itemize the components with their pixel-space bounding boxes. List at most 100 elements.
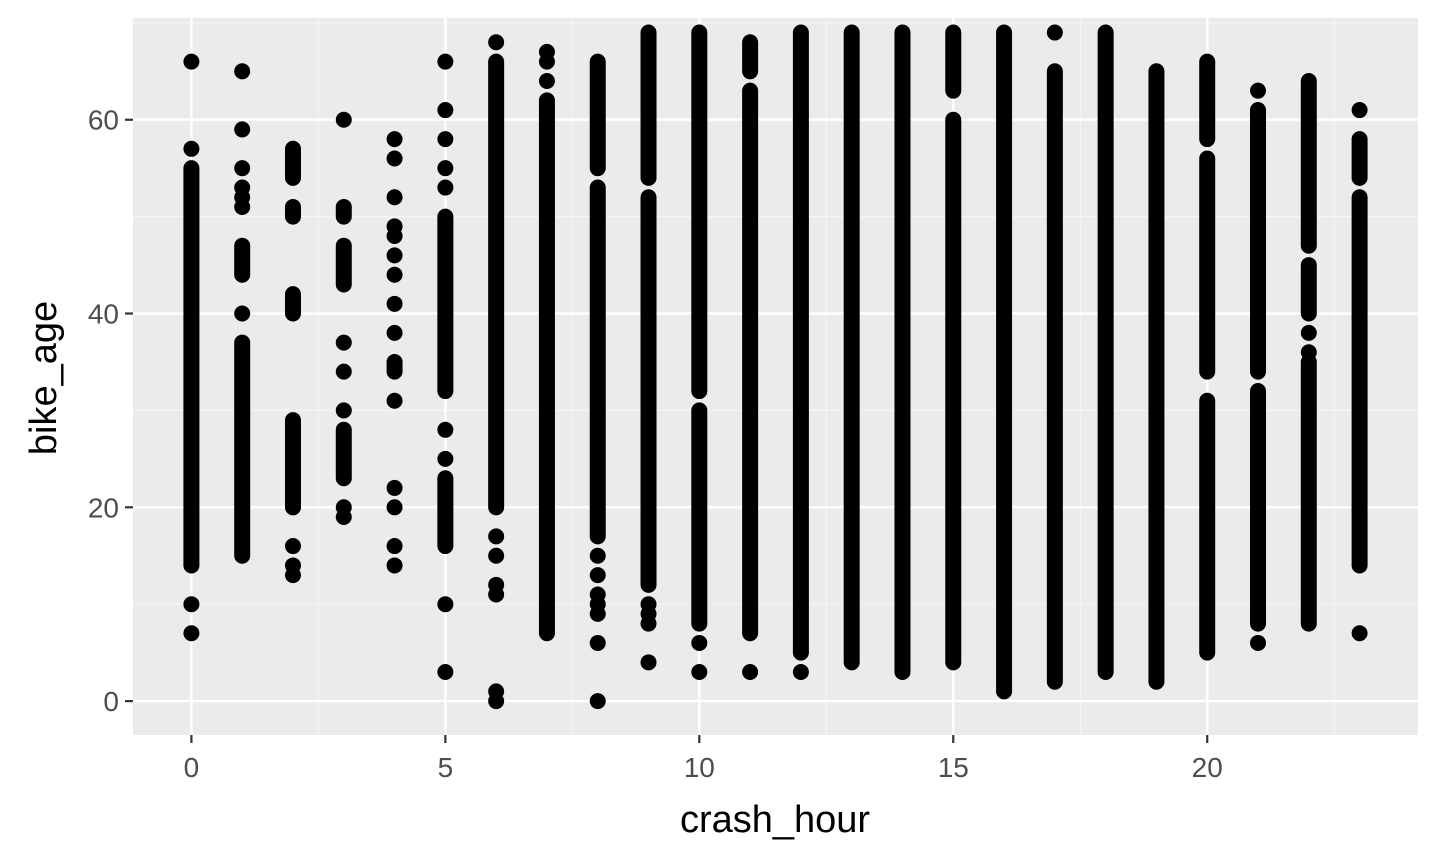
point-cluster [386,353,403,380]
plot-panel [133,18,1418,735]
data-point [335,111,352,128]
data-point [437,102,454,119]
data-point [386,295,403,312]
data-point [284,538,301,555]
data-point [538,53,555,70]
point-cluster [1199,392,1216,661]
point-cluster [1351,189,1368,574]
data-point [386,189,403,206]
point-cluster [234,334,251,564]
point-cluster [335,421,352,487]
point-cluster [234,237,251,283]
point-cluster [945,24,962,99]
data-point [335,508,352,525]
data-point [386,499,403,516]
point-cluster [284,412,301,516]
point-cluster [538,92,555,642]
y-tick-label: 0 [103,686,119,717]
point-cluster [437,470,454,555]
data-point [234,198,251,215]
point-cluster [996,24,1013,700]
data-point [488,547,505,564]
data-point [234,160,251,177]
x-tick-label: 10 [684,752,715,783]
data-point [437,421,454,438]
data-point [234,305,251,322]
point-cluster [1199,150,1216,380]
point-cluster [335,237,352,293]
data-point [1250,82,1267,99]
data-point [488,34,505,51]
point-cluster [284,140,301,186]
data-point [488,528,505,545]
data-point [1250,634,1267,651]
point-cluster [1300,72,1317,254]
data-point [1300,324,1317,341]
point-cluster [1300,257,1317,322]
data-point [437,450,454,467]
data-point [386,392,403,409]
data-point [538,72,555,89]
data-point [792,664,809,681]
point-cluster [284,198,301,225]
data-point [691,634,708,651]
data-point [386,266,403,283]
data-point [386,538,403,555]
point-cluster [1351,131,1368,186]
data-point [386,131,403,148]
data-point [437,664,454,681]
point-cluster [1199,53,1216,148]
data-point [284,567,301,584]
data-point [335,402,352,419]
data-point [386,324,403,341]
data-point [488,586,505,603]
x-tick-label: 0 [184,752,200,783]
data-point [234,63,251,80]
point-cluster [1148,63,1165,690]
point-cluster [640,24,657,186]
point-cluster [183,160,200,574]
point-cluster [437,208,454,400]
point-cluster [742,34,759,80]
data-point [1351,102,1368,119]
point-cluster [488,53,505,516]
data-point [386,557,403,574]
x-tick-label: 15 [938,752,969,783]
point-cluster [792,24,809,661]
data-point [742,664,759,681]
point-cluster [1300,353,1317,632]
data-point [1046,24,1063,41]
data-point [183,140,200,157]
data-point [335,334,352,351]
data-point [691,664,708,681]
data-points [183,24,1368,710]
point-cluster [1250,102,1267,380]
point-cluster [284,286,301,322]
y-axis-label: bike_age [23,301,65,455]
data-point [234,121,251,138]
data-point [183,625,200,642]
data-point [183,53,200,70]
data-point [589,605,606,622]
point-cluster [640,189,657,593]
data-point [437,131,454,148]
point-cluster [691,402,708,632]
y-axis: 0 20 40 60 [88,105,133,717]
y-tick-label: 40 [88,299,119,330]
point-cluster [335,198,352,225]
data-point [386,228,403,245]
data-point [640,615,657,632]
point-cluster [843,24,860,671]
x-tick-label: 20 [1192,752,1223,783]
data-point [589,693,606,710]
y-tick-label: 20 [88,492,119,523]
x-tick-label: 5 [438,752,454,783]
data-point [386,479,403,496]
point-cluster [589,179,606,545]
data-point [1300,344,1317,361]
data-point [437,596,454,613]
point-cluster [1250,383,1267,632]
x-axis: 0 5 10 15 20 [184,735,1223,783]
point-cluster [945,111,962,671]
